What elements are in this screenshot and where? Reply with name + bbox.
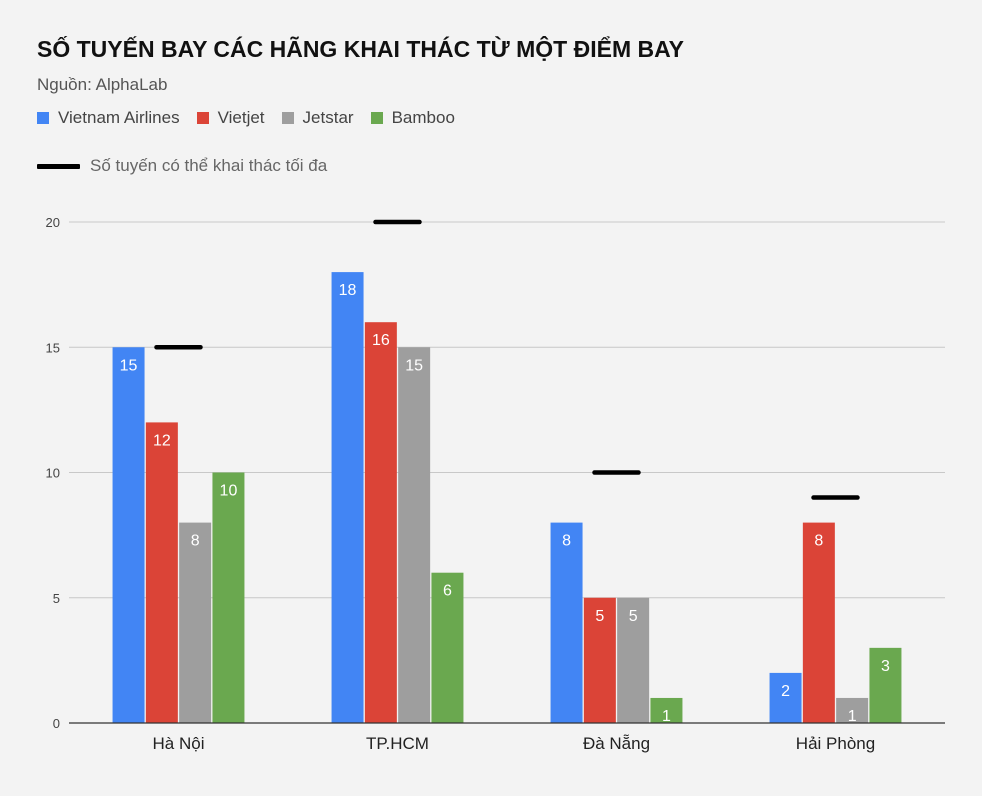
- data-label: 1: [662, 708, 671, 725]
- bar: [145, 422, 178, 723]
- data-label: 18: [339, 282, 357, 299]
- x-tick-label: Đà Nẵng: [583, 734, 650, 753]
- y-tick-label: 10: [46, 466, 60, 481]
- data-label: 6: [443, 583, 452, 600]
- bar: [802, 522, 835, 723]
- legend-swatch-vietjet: [196, 112, 209, 124]
- legend-max-line: Số tuyến có thể khai thác tối đa: [37, 156, 327, 176]
- data-label: 15: [120, 357, 138, 374]
- legend-max-line-mark: [37, 163, 80, 169]
- bar: [331, 272, 364, 723]
- bar: [212, 472, 245, 723]
- data-label: 3: [881, 658, 890, 675]
- legend-item-vietjet: Vietjet: [196, 108, 265, 128]
- y-tick-label: 15: [46, 340, 60, 355]
- chart-title: SỐ TUYẾN BAY CÁC HÃNG KHAI THÁC TỪ MỘT Đ…: [37, 36, 684, 62]
- legend-max-line-label: Số tuyến có thể khai thác tối đa: [90, 156, 328, 175]
- bar: [364, 322, 397, 723]
- bar: [550, 522, 583, 723]
- data-label: 15: [405, 357, 423, 374]
- y-tick-label: 5: [53, 591, 60, 606]
- chart-subtitle: Nguồn: AlphaLab: [37, 75, 168, 94]
- legend-swatch-bamboo: [370, 112, 383, 124]
- x-tick-label: Hải Phòng: [796, 734, 875, 753]
- legend-label-jetstar: Jetstar: [302, 108, 354, 127]
- x-tick-label: TP.HCM: [366, 734, 429, 753]
- legend: Vietnam Airlines Vietjet Jetstar Bamboo: [37, 108, 472, 128]
- bar: [179, 522, 212, 723]
- legend-swatch-jetstar: [281, 112, 294, 124]
- data-label: 16: [372, 332, 390, 349]
- bar: [650, 697, 683, 723]
- data-label: 8: [562, 533, 571, 550]
- bar: [583, 597, 616, 723]
- data-label: 10: [220, 483, 238, 500]
- bar: [431, 572, 464, 723]
- legend-label-vietnam-airlines: Vietnam Airlines: [58, 108, 180, 127]
- legend-label-bamboo: Bamboo: [391, 108, 455, 127]
- bar: [836, 697, 869, 723]
- data-label: 5: [629, 608, 638, 625]
- data-label: 2: [781, 683, 790, 700]
- legend-label-vietjet: Vietjet: [217, 108, 265, 127]
- bar: [398, 347, 431, 723]
- y-tick-label: 0: [53, 716, 60, 731]
- bar: [112, 347, 145, 723]
- data-label: 1: [848, 708, 857, 725]
- data-label: 8: [814, 533, 823, 550]
- legend-item-bamboo: Bamboo: [370, 108, 455, 128]
- y-tick-label: 20: [46, 215, 60, 230]
- bar: [617, 597, 650, 723]
- legend-item-jetstar: Jetstar: [281, 108, 354, 128]
- legend-swatch-vietnam-airlines: [37, 112, 49, 124]
- bar: [769, 672, 802, 723]
- data-label: 12: [153, 432, 171, 449]
- data-label: 5: [595, 608, 604, 625]
- data-label: 8: [191, 533, 200, 550]
- x-tick-label: Hà Nội: [153, 734, 205, 753]
- bar: [869, 647, 902, 723]
- legend-item-vietnam-airlines: Vietnam Airlines: [37, 108, 180, 128]
